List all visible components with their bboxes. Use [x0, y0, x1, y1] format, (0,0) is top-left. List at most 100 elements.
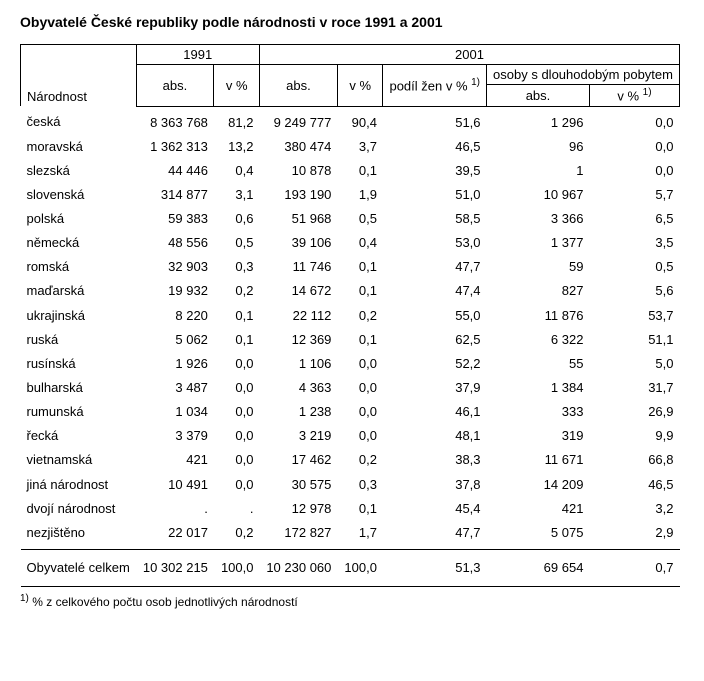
table-row: ukrajinská8 2200,122 1120,255,011 87653,… — [21, 304, 680, 328]
cell-lt_abs: 319 — [487, 424, 590, 448]
table-row: vietnamská4210,017 4620,238,311 67166,8 — [21, 448, 680, 472]
cell-lt_abs: 96 — [487, 135, 590, 159]
cell-pct01: 0,0 — [337, 400, 383, 424]
table-row: nezjištěno22 0170,2172 8271,747,75 0752,… — [21, 521, 680, 550]
cell-lt_pct: 51,1 — [589, 328, 679, 352]
col-pct-2001: v % — [337, 65, 383, 107]
row-label: německá — [21, 231, 137, 255]
cell-lt_pct: 3,5 — [589, 231, 679, 255]
cell-pct91: 0,3 — [214, 255, 260, 279]
table-row: ruská5 0620,112 3690,162,56 32251,1 — [21, 328, 680, 352]
row-label: polská — [21, 207, 137, 231]
cell-lt_pct: 0,0 — [589, 159, 679, 183]
cell-pct91: 0,4 — [214, 159, 260, 183]
page-title: Obyvatelé České republiky podle národnos… — [20, 14, 684, 30]
cell-pct91: 0,0 — [214, 352, 260, 376]
cell-pct91: 0,0 — [214, 424, 260, 448]
cell-lt_abs: 333 — [487, 400, 590, 424]
cell-lt_abs: 10 967 — [487, 183, 590, 207]
cell-pct91: 0,2 — [214, 279, 260, 303]
cell-pct91: 81,2 — [214, 106, 260, 135]
row-label: česká — [21, 106, 137, 135]
footnote-mark: 1) — [20, 593, 29, 604]
row-label: vietnamská — [21, 448, 137, 472]
cell-lt_pct: 0,0 — [589, 135, 679, 159]
table-row: maďarská19 9320,214 6720,147,48275,6 — [21, 279, 680, 303]
cell-abs91: 32 903 — [136, 255, 214, 279]
cell-abs01: 51 968 — [259, 207, 337, 231]
cell-podil: 53,0 — [383, 231, 487, 255]
cell-lt_pct: 0,7 — [589, 550, 679, 587]
cell-pct91: . — [214, 497, 260, 521]
cell-podil: 38,3 — [383, 448, 487, 472]
cell-abs91: 3 487 — [136, 376, 214, 400]
table-body: česká8 363 76881,29 249 77790,451,61 296… — [21, 106, 680, 587]
cell-pct01: 0,1 — [337, 279, 383, 303]
cell-podil: 37,9 — [383, 376, 487, 400]
cell-lt_abs: 11 876 — [487, 304, 590, 328]
cell-podil: 37,8 — [383, 473, 487, 497]
cell-pct01: 3,7 — [337, 135, 383, 159]
cell-podil: 58,5 — [383, 207, 487, 231]
cell-abs01: 39 106 — [259, 231, 337, 255]
cell-abs91: 22 017 — [136, 521, 214, 550]
row-label: dvojí národnost — [21, 497, 137, 521]
cell-pct01: 1,9 — [337, 183, 383, 207]
cell-lt_abs: 1 377 — [487, 231, 590, 255]
cell-abs01: 14 672 — [259, 279, 337, 303]
cell-abs91: 8 220 — [136, 304, 214, 328]
cell-abs91: 44 446 — [136, 159, 214, 183]
cell-lt_pct: 9,9 — [589, 424, 679, 448]
cell-pct91: 0,6 — [214, 207, 260, 231]
col-podil-zen: podíl žen v % 1) — [383, 65, 487, 107]
cell-pct01: 90,4 — [337, 106, 383, 135]
cell-abs91: 59 383 — [136, 207, 214, 231]
cell-pct91: 0,1 — [214, 328, 260, 352]
col-pct-1991: v % — [214, 65, 260, 107]
cell-abs01: 9 249 777 — [259, 106, 337, 135]
cell-abs01: 380 474 — [259, 135, 337, 159]
cell-abs91: 1 034 — [136, 400, 214, 424]
cell-lt_abs: 1 — [487, 159, 590, 183]
cell-abs91: 48 556 — [136, 231, 214, 255]
row-label: rusínská — [21, 352, 137, 376]
cell-abs01: 12 978 — [259, 497, 337, 521]
cell-abs01: 10 878 — [259, 159, 337, 183]
cell-podil: 48,1 — [383, 424, 487, 448]
cell-abs01: 1 238 — [259, 400, 337, 424]
cell-pct91: 0,0 — [214, 448, 260, 472]
cell-pct01: 0,3 — [337, 473, 383, 497]
cell-lt_abs: 69 654 — [487, 550, 590, 587]
col-abs-2001: abs. — [259, 65, 337, 107]
cell-abs91: 1 926 — [136, 352, 214, 376]
cell-abs91: 10 491 — [136, 473, 214, 497]
table-row: německá48 5560,539 1060,453,01 3773,5 — [21, 231, 680, 255]
col-abs-1991: abs. — [136, 65, 214, 107]
cell-pct91: 0,1 — [214, 304, 260, 328]
cell-pct01: 0,0 — [337, 352, 383, 376]
cell-pct01: 0,5 — [337, 207, 383, 231]
cell-pct91: 13,2 — [214, 135, 260, 159]
col-osoby: osoby s dlouhodobým pobytem — [487, 65, 680, 85]
cell-podil: 47,7 — [383, 255, 487, 279]
cell-abs01: 3 219 — [259, 424, 337, 448]
cell-podil: 51,6 — [383, 106, 487, 135]
cell-lt_pct: 0,0 — [589, 106, 679, 135]
cell-lt_abs: 1 384 — [487, 376, 590, 400]
table-row: jiná národnost10 4910,030 5750,337,814 2… — [21, 473, 680, 497]
row-label: nezjištěno — [21, 521, 137, 550]
row-label: jiná národnost — [21, 473, 137, 497]
row-label: ruská — [21, 328, 137, 352]
cell-abs01: 17 462 — [259, 448, 337, 472]
cell-abs01: 10 230 060 — [259, 550, 337, 587]
cell-abs91: 8 363 768 — [136, 106, 214, 135]
table-row: česká8 363 76881,29 249 77790,451,61 296… — [21, 106, 680, 135]
cell-pct01: 0,1 — [337, 328, 383, 352]
cell-abs01: 4 363 — [259, 376, 337, 400]
cell-podil: 51,3 — [383, 550, 487, 587]
cell-pct01: 0,4 — [337, 231, 383, 255]
cell-podil: 55,0 — [383, 304, 487, 328]
table-total-row: Obyvatelé celkem10 302 215100,010 230 06… — [21, 550, 680, 587]
cell-podil: 52,2 — [383, 352, 487, 376]
cell-abs91: 19 932 — [136, 279, 214, 303]
